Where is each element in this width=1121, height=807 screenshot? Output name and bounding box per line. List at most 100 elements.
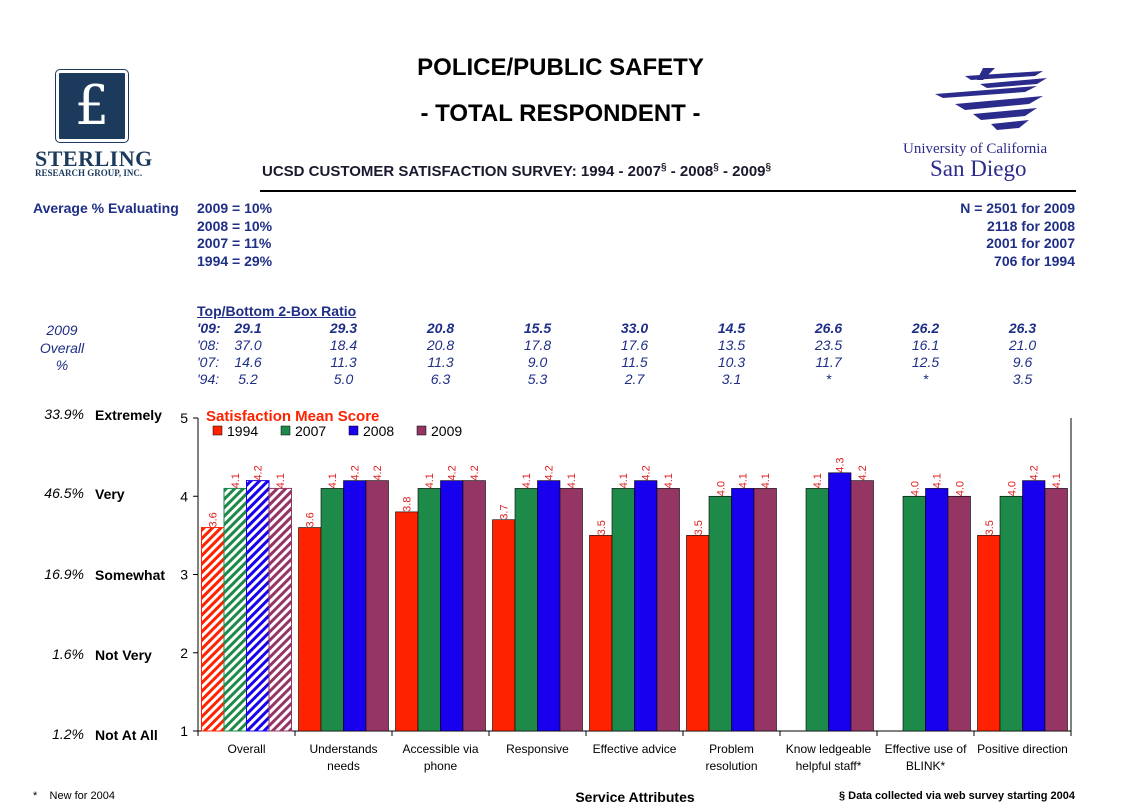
survey-title-2008: - 2008 <box>666 163 714 180</box>
scale-word: Somewhat <box>95 567 166 583</box>
bar-2008 <box>1022 480 1046 732</box>
data-label: 4.1 <box>521 473 533 488</box>
data-label: 4.2 <box>641 465 653 480</box>
ratio-cell: 5.2 <box>238 371 258 387</box>
data-label: 4.2 <box>857 465 869 480</box>
legend-label: 2007 <box>295 423 326 439</box>
bar-2007 <box>514 488 538 732</box>
legend-swatch <box>280 425 291 436</box>
bar-2007 <box>999 495 1023 732</box>
x-tick-label: Positive direction <box>977 742 1068 756</box>
legend-label: 1994 <box>227 423 258 439</box>
ratio-row-label: '07: <box>197 354 220 370</box>
bar-2007 <box>708 495 732 732</box>
x-tick-label: Effective advice <box>593 742 677 756</box>
scale-word: Very <box>95 486 125 502</box>
n-line: 706 for 1994 <box>994 252 1075 269</box>
bar-2008 <box>440 480 464 732</box>
data-label: 4.1 <box>738 473 750 488</box>
data-label: 4.2 <box>1029 465 1041 480</box>
ratio-cell: 2.7 <box>624 371 645 387</box>
x-tick-label: phone <box>424 759 458 773</box>
x-tick-label: Responsive <box>506 742 569 756</box>
x-tick-label: helpful staff* <box>796 759 862 773</box>
bar-1994 <box>977 535 1001 732</box>
bar-2008 <box>828 472 852 732</box>
bar-2009 <box>559 488 583 732</box>
ratio-cell: 21.0 <box>1008 337 1037 353</box>
y-tick-label: 4 <box>180 488 188 504</box>
ratio-cell: * <box>922 371 929 387</box>
data-label: 4.2 <box>447 465 459 480</box>
data-label: 4.1 <box>275 473 287 488</box>
ratio-cell: 26.6 <box>814 320 843 336</box>
ratio-cell: 6.3 <box>430 371 451 387</box>
avg-label: Average % Evaluating <box>33 200 179 216</box>
data-label: 4.2 <box>469 465 481 480</box>
ratio-cell: 20.8 <box>426 337 455 353</box>
x-tick-label: needs <box>327 759 360 773</box>
x-tick-label: Accessible via <box>402 742 478 756</box>
ratio-cell: 14.5 <box>717 320 746 336</box>
bar-2007 <box>417 488 441 732</box>
ratio-title: Top/Bottom 2-Box Ratio <box>197 303 357 319</box>
legend-label: 2009 <box>431 423 462 439</box>
data-label: 4.2 <box>372 465 384 480</box>
footnote-new-text: New for 2004 <box>49 790 115 802</box>
ratio-cell: 15.5 <box>523 320 552 336</box>
ratio-cell: 13.5 <box>717 337 746 353</box>
bar-2009 <box>753 488 777 732</box>
ratio-cell: 29.3 <box>329 320 358 336</box>
data-label: 4.3 <box>835 457 847 472</box>
page-subtitle: - TOTAL RESPONDENT - <box>420 100 701 127</box>
bar-2009 <box>365 480 389 732</box>
data-label: 4.0 <box>1006 481 1018 496</box>
scale-word: Extremely <box>95 407 162 423</box>
data-label: 4.1 <box>566 473 578 488</box>
scale-percent: 1.2% <box>52 726 84 742</box>
data-label: 4.1 <box>327 473 339 488</box>
ratio-cell: 16.1 <box>911 337 940 353</box>
page-title: POLICE/PUBLIC SAFETY <box>417 54 704 81</box>
x-tick-label: Know ledgeable <box>786 742 872 756</box>
scale-percent: 1.6% <box>52 646 84 662</box>
ratio-cell: * <box>825 371 832 387</box>
y-tick-label: 3 <box>180 567 188 583</box>
ratio-cell: 26.2 <box>911 320 940 336</box>
bar-2007 <box>805 488 829 732</box>
ratio-row-label: '08: <box>197 337 220 353</box>
data-label: 4.1 <box>760 473 772 488</box>
ratio-cell: 5.3 <box>527 371 548 387</box>
ratio-cell: 14.6 <box>234 354 262 370</box>
bar-2007 <box>223 487 247 732</box>
bar-2008 <box>537 480 561 732</box>
ratio-cell: 11.3 <box>427 354 454 370</box>
data-label: 3.7 <box>499 504 511 519</box>
legend-swatch <box>348 425 359 436</box>
x-tick-label: Overall <box>227 742 265 756</box>
data-label: 3.5 <box>596 520 608 535</box>
ratio-cell: 18.4 <box>329 337 358 353</box>
section-mark: § <box>765 162 772 173</box>
ratio-row-label: '09: <box>197 320 221 336</box>
data-label: 4.2 <box>253 465 265 480</box>
avg-line: 2007 = 11% <box>197 235 272 251</box>
ratio-cell: 37.0 <box>234 337 262 353</box>
y-tick-label: 1 <box>180 723 188 739</box>
bar-1994 <box>201 527 225 732</box>
bar-2009 <box>1044 488 1068 732</box>
data-label: 4.2 <box>544 465 556 480</box>
sterling-name: STERLING <box>35 146 153 171</box>
ucsd-logo-graphic <box>935 68 1047 130</box>
x-axis-title: Service Attributes <box>575 789 695 805</box>
y-tick-label: 5 <box>180 410 188 426</box>
ratio-cell: 9.6 <box>1012 354 1033 370</box>
ratio-cell: 11.5 <box>621 354 648 370</box>
data-label: 3.5 <box>693 520 705 535</box>
bar-2007 <box>902 495 926 732</box>
bar-2008 <box>246 480 270 732</box>
avg-lines: 2009 = 10% 2008 = 10% 2007 = 11% 1994 = … <box>197 200 272 270</box>
data-label: 4.1 <box>663 473 675 488</box>
ratio-cell: 5.0 <box>333 371 354 387</box>
data-label: 4.1 <box>932 473 944 488</box>
